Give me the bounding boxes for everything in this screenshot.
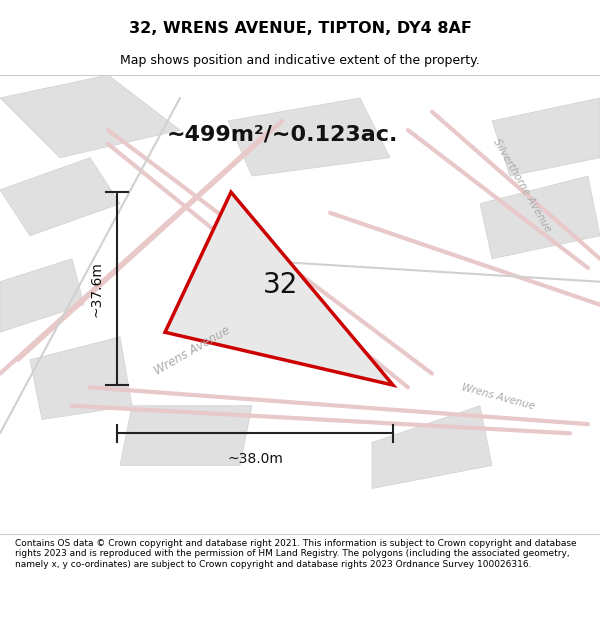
Text: 32, WRENS AVENUE, TIPTON, DY4 8AF: 32, WRENS AVENUE, TIPTON, DY4 8AF [128,21,472,36]
Polygon shape [0,259,84,332]
Polygon shape [120,406,252,466]
Polygon shape [372,406,492,489]
Polygon shape [0,75,180,158]
Polygon shape [228,98,390,176]
Text: Silverthorne Avenue: Silverthorne Avenue [491,137,553,234]
Text: Wrens Avenue: Wrens Avenue [152,324,232,378]
Text: Wrens Avenue: Wrens Avenue [460,382,536,411]
Text: Map shows position and indicative extent of the property.: Map shows position and indicative extent… [120,54,480,67]
Text: ~37.6m: ~37.6m [89,261,103,316]
Polygon shape [480,176,600,259]
Text: ~38.0m: ~38.0m [227,452,283,466]
Polygon shape [492,98,600,176]
Text: ~499m²/~0.123ac.: ~499m²/~0.123ac. [166,125,398,145]
Polygon shape [165,192,393,385]
Text: Contains OS data © Crown copyright and database right 2021. This information is : Contains OS data © Crown copyright and d… [15,539,577,569]
Text: 32: 32 [263,271,299,299]
Polygon shape [0,158,120,236]
Polygon shape [30,337,132,419]
